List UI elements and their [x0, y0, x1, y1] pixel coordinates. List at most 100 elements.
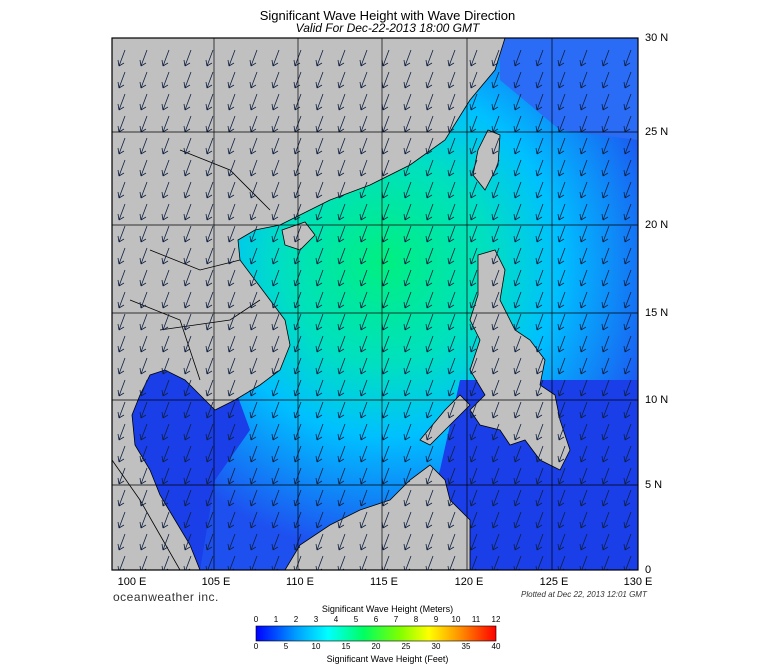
wave-arrow	[491, 379, 500, 397]
wave-arrow	[139, 357, 148, 375]
wave-arrow	[469, 423, 478, 441]
wave-arrow	[183, 313, 192, 331]
wave-arrow	[425, 225, 434, 243]
wave-arrow	[491, 137, 500, 155]
map-frame	[111, 37, 639, 571]
wave-arrow	[491, 489, 500, 507]
wave-arrow	[117, 533, 126, 551]
wave-arrow	[557, 225, 566, 243]
wave-arrow	[249, 313, 258, 331]
wave-arrow	[117, 159, 126, 177]
wave-arrow	[535, 511, 544, 529]
wave-arrow	[271, 203, 280, 221]
wave-arrow	[425, 93, 434, 111]
wave-arrow	[139, 115, 148, 133]
wave-arrow	[271, 71, 280, 89]
wave-arrow	[623, 511, 632, 529]
wave-arrow	[315, 93, 324, 111]
wave-arrow	[513, 467, 522, 485]
wave-arrow	[205, 137, 214, 155]
wave-arrow	[205, 225, 214, 243]
wave-arrow	[227, 467, 236, 485]
wave-arrow	[139, 313, 148, 331]
wave-arrow	[491, 511, 500, 529]
wave-arrow	[249, 423, 258, 441]
wave-arrow	[315, 225, 324, 243]
wave-arrow	[601, 49, 610, 67]
wave-arrow	[491, 467, 500, 485]
wave-arrow	[227, 115, 236, 133]
wave-arrow	[425, 423, 434, 441]
wave-arrow	[601, 511, 610, 529]
wave-arrow	[425, 511, 434, 529]
wave-arrow	[491, 181, 500, 199]
wave-arrow	[117, 203, 126, 221]
wave-arrow	[249, 203, 258, 221]
wave-arrow	[403, 49, 412, 67]
wave-arrow	[359, 313, 368, 331]
wave-arrow	[469, 137, 478, 155]
wave-arrow	[315, 335, 324, 353]
wave-arrow	[601, 489, 610, 507]
wave-arrow	[491, 313, 500, 331]
colorbar-meter-tick: 10	[451, 615, 461, 624]
wave-arrow	[117, 181, 126, 199]
wave-arrow	[359, 335, 368, 353]
wave-arrow	[117, 511, 126, 529]
wave-arrow	[447, 269, 456, 287]
wave-arrow	[249, 445, 258, 463]
wave-arrow	[205, 93, 214, 111]
wave-arrow	[623, 49, 632, 67]
wave-arrow	[359, 489, 368, 507]
wave-arrow	[425, 533, 434, 551]
wave-arrow	[183, 511, 192, 529]
colorbar-title-meters: Significant Wave Height (Meters)	[321, 604, 454, 614]
wave-arrow	[623, 401, 632, 419]
wave-arrow	[117, 335, 126, 353]
wave-arrow	[513, 379, 522, 397]
wave-arrow	[425, 445, 434, 463]
wave-arrow	[425, 291, 434, 309]
wave-arrow	[183, 357, 192, 375]
wave-arrow	[227, 269, 236, 287]
colorbar-meter-tick: 7	[393, 615, 399, 624]
wave-arrow	[601, 181, 610, 199]
wave-arrow	[601, 225, 610, 243]
wave-arrow	[315, 445, 324, 463]
wave-arrow	[315, 467, 324, 485]
wave-arrow	[425, 159, 434, 177]
wave-arrow	[447, 71, 456, 89]
wave-arrow	[557, 379, 566, 397]
wave-arrow	[249, 401, 258, 419]
lon-label-100e: 100 E	[117, 576, 147, 588]
wave-arrow	[469, 159, 478, 177]
wave-arrow	[161, 137, 170, 155]
wave-arrow	[117, 291, 126, 309]
wave-arrow	[205, 159, 214, 177]
wave-arrow	[601, 203, 610, 221]
wave-arrow	[139, 423, 148, 441]
wave-arrow	[183, 379, 192, 397]
wave-arrow	[447, 423, 456, 441]
wave-arrow	[183, 247, 192, 265]
wave-arrow	[513, 225, 522, 243]
colorbar-meter-tick: 4	[333, 615, 339, 624]
wave-arrow	[271, 49, 280, 67]
lat-label-25n: 25 N	[645, 126, 669, 138]
wave-arrow	[315, 137, 324, 155]
wave-arrow	[271, 423, 280, 441]
wave-arrow	[205, 115, 214, 133]
wave-arrow	[469, 313, 478, 331]
colorbar-title-feet: Significant Wave Height (Feet)	[326, 654, 449, 664]
colorbar-feet-tick: 35	[461, 642, 471, 651]
wave-arrow	[139, 269, 148, 287]
wave-arrow	[557, 71, 566, 89]
wave-arrow	[513, 49, 522, 67]
lat-label-20n: 20 N	[645, 219, 669, 231]
wave-arrow	[227, 291, 236, 309]
wave-arrow	[623, 291, 632, 309]
wave-arrow	[535, 115, 544, 133]
wave-arrow	[161, 467, 170, 485]
wave-arrow	[579, 115, 588, 133]
wave-arrow	[227, 489, 236, 507]
